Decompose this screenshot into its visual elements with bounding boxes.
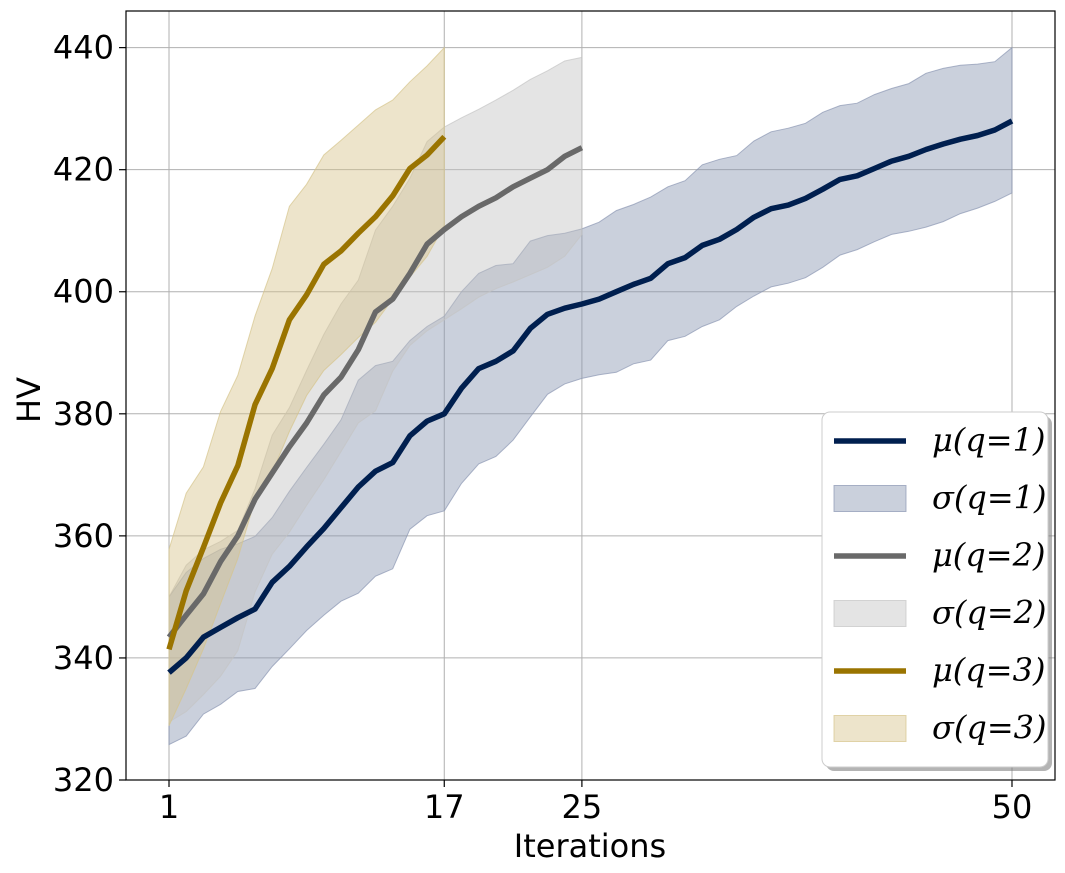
x-axis-title: Iterations <box>514 827 666 865</box>
legend-item: σ(q=3) <box>833 709 1046 747</box>
std-band-q=2 <box>168 56 583 723</box>
x-tick-label: 50 <box>992 788 1033 826</box>
y-axis-title: HV <box>10 377 48 423</box>
legend-label: μ(q=2) <box>932 536 1045 574</box>
legend-label: σ(q=2) <box>932 594 1046 632</box>
plot-frame <box>125 10 1056 781</box>
x-tick-label: 25 <box>562 788 603 826</box>
legend-box <box>821 411 1049 768</box>
mean-lines <box>166 118 1014 675</box>
legend-label: σ(q=3) <box>932 709 1046 747</box>
legend-patch-swatch <box>833 715 907 742</box>
mean-line-q=2 <box>166 145 584 639</box>
y-tick-label: 420 <box>53 151 114 189</box>
legend-label: σ(q=1) <box>932 479 1046 517</box>
legend-label: μ(q=3) <box>932 651 1045 689</box>
legend-patch-swatch <box>833 485 907 512</box>
legend-item: μ(q=2) <box>834 536 1045 574</box>
legend-item: μ(q=1) <box>834 421 1045 459</box>
legend-item: μ(q=3) <box>834 651 1045 689</box>
y-axis-ticks: 320 340 360 380 400 420 440 <box>53 29 126 799</box>
legend-label: μ(q=1) <box>932 421 1045 459</box>
legend: μ(q=1) σ(q=1) μ(q=2) σ(q=2) μ(q=3) σ(q=3) <box>821 411 1052 771</box>
y-tick-label: 320 <box>53 761 114 799</box>
x-axis-ticks: 1 17 25 50 <box>159 780 1033 826</box>
legend-patch-swatch <box>833 600 907 627</box>
mean-line-q=3 <box>166 134 447 651</box>
x-tick-label: 1 <box>159 788 179 826</box>
x-tick-label: 17 <box>424 788 465 826</box>
y-tick-label: 400 <box>53 273 114 311</box>
std-band-q=1 <box>168 46 1013 746</box>
y-tick-label: 340 <box>53 639 114 677</box>
y-tick-label: 440 <box>53 29 114 67</box>
y-tick-label: 360 <box>53 517 114 555</box>
legend-item: σ(q=2) <box>833 594 1046 632</box>
mean-line-q=1 <box>167 118 1014 675</box>
legend-item: σ(q=1) <box>833 479 1046 517</box>
y-tick-label: 380 <box>53 395 114 433</box>
